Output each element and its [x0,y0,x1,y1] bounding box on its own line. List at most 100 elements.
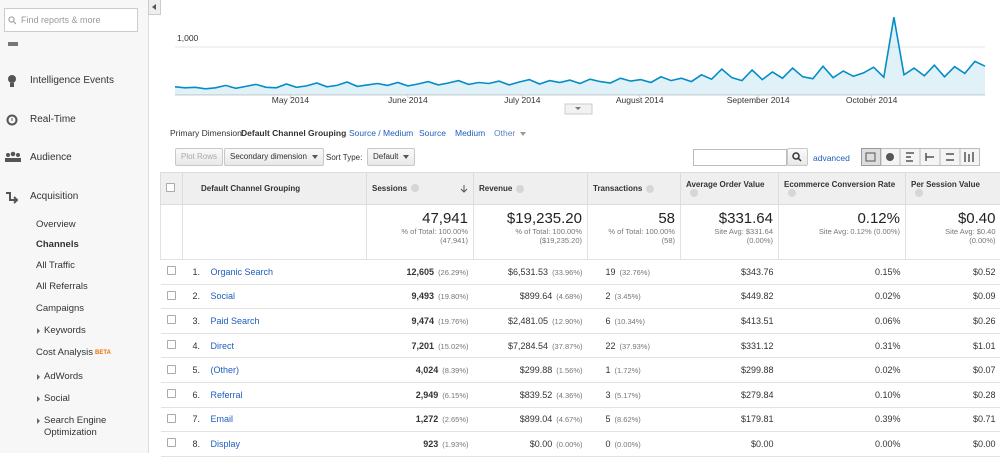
checkbox[interactable] [167,266,176,275]
help-icon[interactable] [915,189,923,197]
help-icon[interactable] [411,184,419,192]
checkbox[interactable] [167,438,176,447]
checkbox[interactable] [167,340,176,349]
nav-item[interactable]: Overview [36,219,146,231]
dimension-option[interactable]: Source [419,128,446,138]
help-icon[interactable] [788,189,796,197]
help-icon[interactable] [516,185,524,193]
checkbox[interactable] [167,291,176,300]
nav-item-label: Campaigns [36,303,84,314]
cell [161,333,183,358]
sort-label: Sort Type: [326,153,362,162]
x-tick-label: June 2014 [388,95,428,105]
revenue-value: $839.52 [520,390,553,400]
secondary-dimension-button[interactable]: Secondary dimension [224,148,324,166]
dimension-option[interactable]: Medium [455,128,485,138]
help-icon[interactable] [690,189,698,197]
nav-item[interactable]: All Referrals [36,281,146,293]
transactions-value: 19 [606,267,616,277]
total-note: % of Total: 100.00% [593,227,675,236]
nav-section[interactable]: Intelligence Events [30,75,114,86]
table-search-input[interactable] [693,149,787,166]
nav-item[interactable]: Keywords [44,325,144,337]
header-cell: Per Session Value [906,173,1000,205]
dimension-option[interactable]: Source / Medium [349,128,413,138]
ecr-value: 0.39% [875,414,901,424]
channel-link[interactable]: Paid Search [211,316,260,326]
transactions-percent: (5.17%) [615,391,641,400]
sessions-percent: (15.02%) [438,342,468,351]
header-cell: Default Channel Grouping [183,173,367,205]
revenue-value: $899.04 [520,414,553,424]
nav-item[interactable]: All Traffic [36,260,146,272]
sessions-value: 4,024 [416,365,439,375]
total-cell: 58% of Total: 100.00%(58) [588,205,681,260]
sessions-percent: (8.39%) [442,366,468,375]
dimension-other[interactable]: Other [494,128,526,138]
cell: $839.52(4.36%) [474,382,588,407]
nav-item[interactable]: Channels [36,239,146,251]
checkbox[interactable] [167,389,176,398]
plot-rows-button[interactable]: Plot Rows [175,148,223,166]
total-note: (47,941) [372,236,468,245]
checkbox[interactable] [167,315,176,324]
transactions-value: 3 [606,390,611,400]
cell: 0.15% [779,260,906,285]
header-label: Ecommerce Conversion Rate [784,180,895,189]
dimension-selected: Default Channel Grouping [241,128,346,138]
revenue-percent: (4.67%) [556,415,582,424]
sort-arrow[interactable] [460,184,468,194]
channel-link[interactable]: Social [211,291,236,301]
other-label: Other [494,128,515,138]
channel-link[interactable]: Referral [211,390,243,400]
view-switcher[interactable] [861,148,981,167]
cell: 2.Social [183,284,367,309]
nav-section[interactable]: Acquisition [30,191,78,202]
ecr-value: 0.06% [875,316,901,326]
cell: $299.88 [681,358,779,383]
nav-section[interactable]: Real-Time [30,114,76,125]
cell [161,260,183,285]
channel-link[interactable]: Organic Search [211,267,274,277]
nav-item[interactable]: Campaigns [36,303,146,315]
checkbox[interactable] [167,365,176,374]
table-search-button[interactable] [787,148,808,166]
nav-item-label: Overview [36,219,76,230]
cell: 6.Referral [183,382,367,407]
channel-link[interactable]: Display [211,439,241,449]
checkbox[interactable] [167,414,176,423]
cell [183,205,367,260]
cell: 0.02% [779,358,906,383]
advanced-link[interactable]: advanced [813,153,850,163]
channel-link[interactable]: Email [211,414,234,424]
help-icon[interactable] [646,185,654,193]
cell: 2(3.45%) [588,284,681,309]
checkbox[interactable] [166,183,175,192]
sessions-value: 7,201 [412,341,435,351]
cell: 3.Paid Search [183,309,367,334]
channel-link[interactable]: (Other) [211,365,240,375]
psv-value: $0.28 [973,390,996,400]
cell: 5.(Other) [183,358,367,383]
cell: 0.39% [779,407,906,432]
total-value: 0.12% [784,211,900,227]
totals-row: 47,941% of Total: 100.00%(47,941)$19,235… [161,205,1000,260]
revenue-value: $299.88 [520,365,553,375]
nav-section[interactable]: Audience [30,152,72,163]
nav-item[interactable]: Search Engine Optimization [44,415,144,439]
header-label: Revenue [479,184,512,193]
rank: 3. [193,316,211,326]
sessions-value: 1,272 [416,414,439,424]
nav-item[interactable]: Social [44,393,144,405]
cell [161,309,183,334]
secondary-label: Secondary dimension [230,152,307,161]
nav-item[interactable]: AdWords [44,371,144,383]
revenue-percent: (0.00%) [556,440,582,449]
sort-button[interactable]: Default [367,148,415,166]
channel-link[interactable]: Direct [211,341,235,351]
header-label: Default Channel Grouping [201,184,300,193]
ecr-value: 0.02% [875,365,901,375]
nav-item-label: Cost Analysis [36,347,93,358]
